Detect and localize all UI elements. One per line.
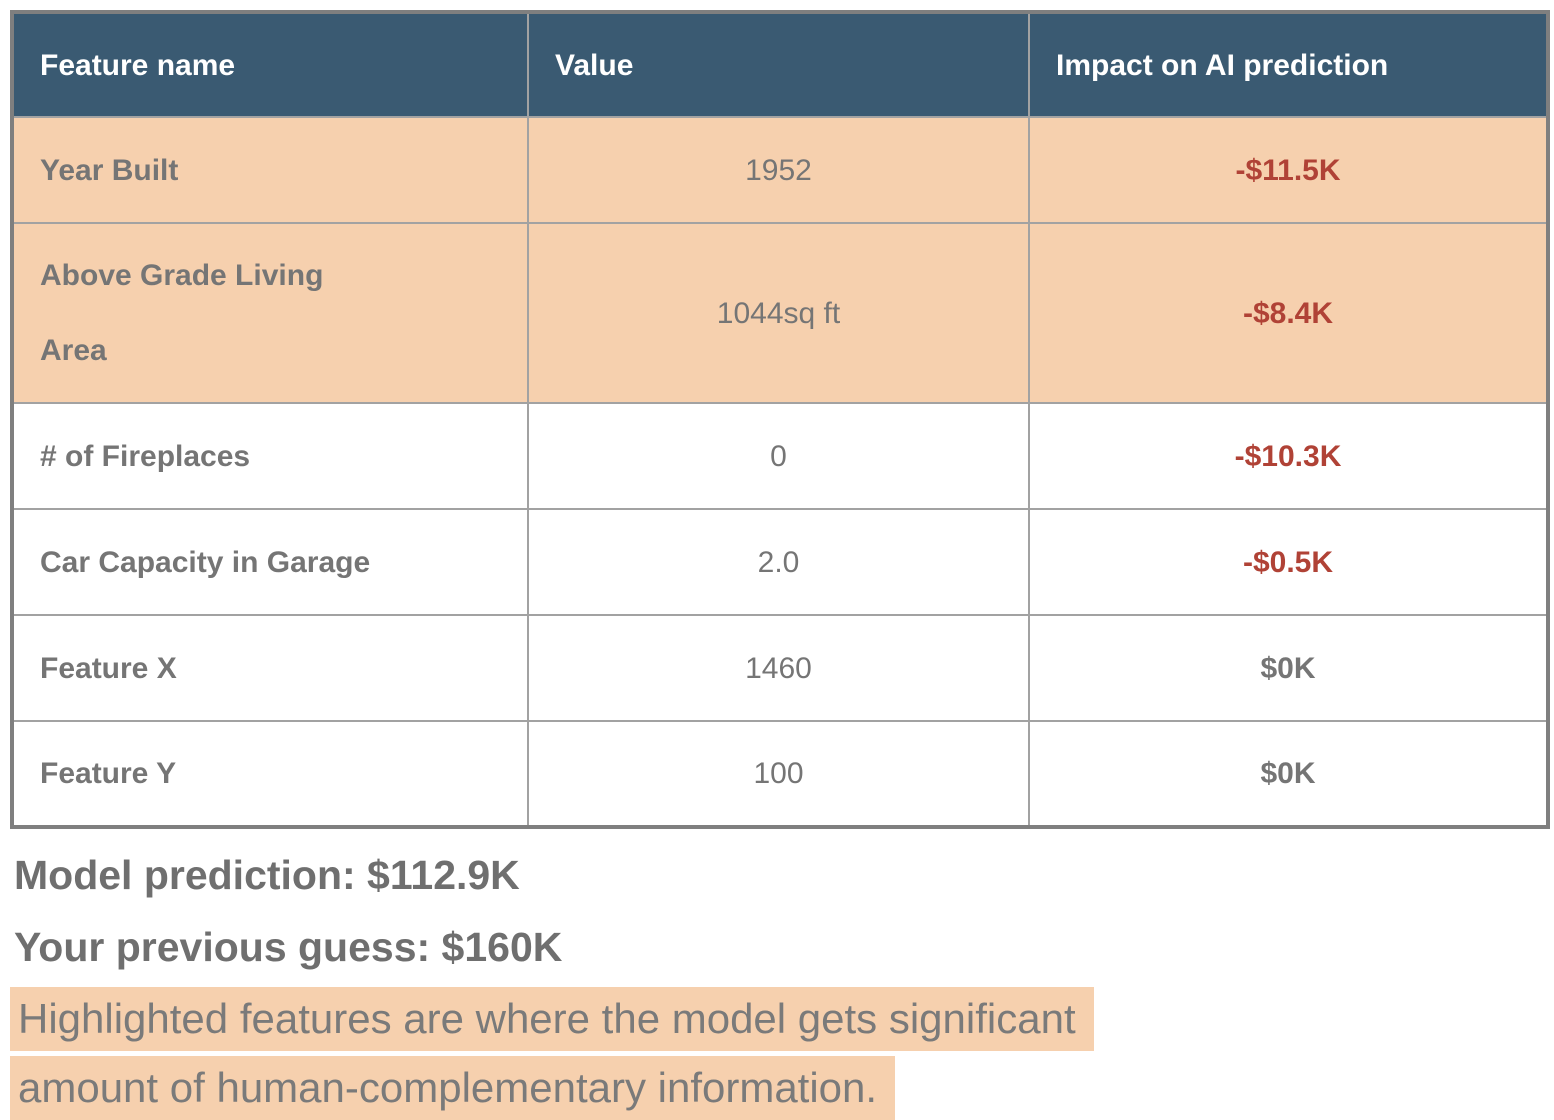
table-row-fireplaces: # of Fireplaces 0 -$10.3K [11,402,1549,510]
feature-value-cell: 100 [527,720,1030,828]
impact-cell: $0K [1028,614,1549,722]
col-header-value: Value [527,11,1030,118]
feature-value-cell: 1952 [527,116,1030,224]
table-row-car-capacity: Car Capacity in Garage 2.0 -$0.5K [11,508,1549,616]
summary-section: Model prediction: $112.9K Your previous … [10,839,1546,1120]
impact-cell: $0K [1028,720,1549,828]
feature-value-cell: 1460 [527,614,1030,722]
table-row-feature-y: Feature Y 100 $0K [11,720,1549,828]
feature-value-cell: 0 [527,402,1030,510]
feature-impact-table: Feature name Value Impact on AI predicti… [10,10,1550,829]
impact-cell: -$11.5K [1028,116,1549,224]
feature-name-cell: Feature Y [11,720,529,828]
table-row-above-grade-living-area: Above Grade Living Area 1044sq ft -$8.4K [11,222,1549,404]
table-row-year-built: Year Built 1952 -$11.5K [11,116,1549,224]
feature-name-cell: Feature X [11,614,529,722]
model-prediction-text: Model prediction: $112.9K [14,852,520,898]
impact-cell: -$10.3K [1028,402,1549,510]
feature-value-cell: 2.0 [527,508,1030,616]
impact-cell: -$0.5K [1028,508,1549,616]
highlight-explanation-note: Highlighted features are where the model… [10,987,1546,1120]
note-line-1: Highlighted features are where the model… [10,987,1094,1051]
feature-name-cell: Above Grade Living Area [11,222,529,404]
impact-cell: -$8.4K [1028,222,1549,404]
feature-value-cell: 1044sq ft [527,222,1030,404]
table-row-feature-x: Feature X 1460 $0K [11,614,1549,722]
feature-name-cell: # of Fireplaces [11,402,529,510]
feature-name-cell: Year Built [11,116,529,224]
previous-guess-text: Your previous guess: $160K [14,924,563,970]
note-line-2: amount of human-complementary informatio… [10,1056,896,1120]
col-header-impact: Impact on AI prediction [1028,11,1549,118]
table-header-row: Feature name Value Impact on AI predicti… [11,11,1549,118]
feature-name-cell: Car Capacity in Garage [11,508,529,616]
col-header-feature-name: Feature name [11,11,529,118]
